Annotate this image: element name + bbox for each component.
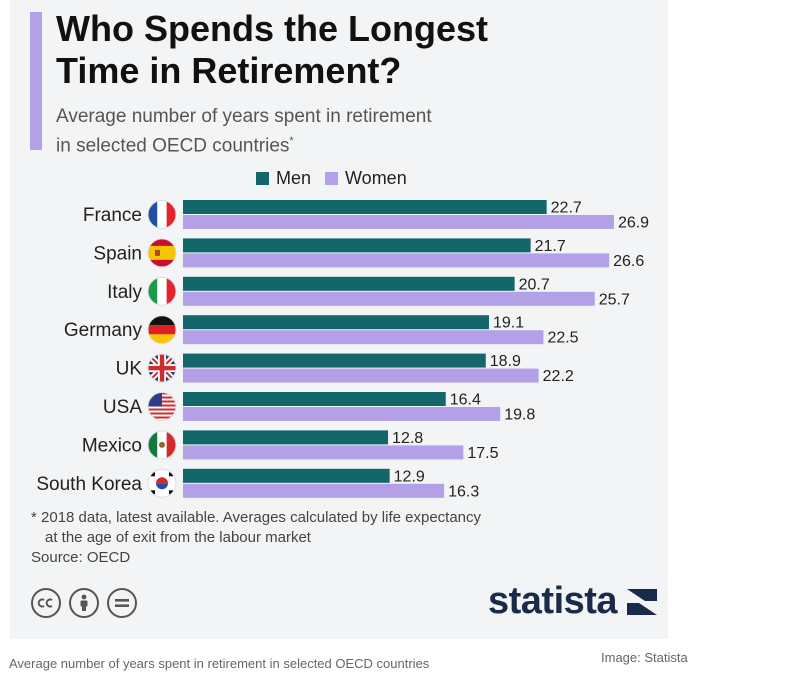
- value-label-men: 21.7: [535, 238, 566, 255]
- value-label-women: 19.8: [504, 407, 535, 424]
- flag-usa-icon: [147, 392, 177, 421]
- chart-subtitle: Average number of years spent in retirem…: [56, 104, 616, 158]
- value-label-women: 16.3: [448, 483, 479, 500]
- bar-women: [183, 330, 544, 345]
- cc-icon[interactable]: [31, 588, 61, 618]
- nd-icon[interactable]: [107, 588, 137, 618]
- footnote: * 2018 data, latest available. Averages …: [31, 508, 591, 568]
- flag-mexico-icon: [147, 430, 177, 460]
- statista-logo[interactable]: statista: [488, 580, 659, 623]
- legend-item-women: Women: [325, 168, 407, 189]
- subtitle-line-1: Average number of years spent in retirem…: [56, 106, 432, 127]
- subtitle-line-2: in selected OECD countries*: [56, 129, 616, 158]
- accent-bar: [30, 12, 42, 150]
- flag-spain-icon: [147, 238, 177, 268]
- title-line-1: Who Spends the Longest: [56, 8, 488, 49]
- footnote-line-1: * 2018 data, latest available. Averages …: [31, 509, 482, 526]
- statista-logo-icon: [627, 588, 658, 615]
- bar-women: [183, 407, 501, 421]
- value-label-women: 25.7: [599, 291, 630, 308]
- flag-france-icon: [147, 200, 177, 229]
- bar-men: [183, 430, 389, 445]
- country-label: Mexico: [82, 435, 142, 456]
- license-icons: [31, 588, 145, 618]
- value-label-men: 12.8: [392, 430, 423, 447]
- bar-men: [183, 276, 515, 291]
- country-label: Italy: [107, 282, 142, 303]
- flag-south-korea-icon: [147, 468, 177, 498]
- bar-women: [183, 253, 610, 268]
- legend-label-women: Women: [345, 168, 407, 188]
- country-label: USA: [103, 397, 142, 418]
- bar-women: [183, 215, 614, 229]
- value-label-women: 22.5: [547, 330, 578, 347]
- value-label-men: 20.7: [519, 276, 550, 293]
- value-label-women: 26.9: [618, 215, 649, 232]
- title-line-2: Time in Retirement?: [56, 50, 402, 91]
- legend-swatch-men: [256, 172, 269, 185]
- footnote-line-2: at the age of exit from the labour marke…: [45, 529, 311, 546]
- subtitle-line-2-text: in selected OECD countries: [56, 135, 290, 157]
- image-caption: Average number of years spent in retirem…: [9, 656, 430, 671]
- country-label: France: [83, 205, 142, 226]
- bar-men: [183, 238, 531, 253]
- bar-women: [183, 483, 445, 498]
- country-label: Germany: [64, 320, 143, 341]
- value-label-women: 22.2: [543, 368, 574, 385]
- value-label-men: 12.9: [394, 468, 425, 485]
- bar-men: [183, 353, 486, 368]
- bar-men: [183, 200, 547, 214]
- country-label: UK: [116, 359, 143, 380]
- country-label: South Korea: [36, 474, 142, 495]
- legend: Men Women: [256, 168, 421, 189]
- value-label-men: 19.1: [493, 315, 524, 332]
- value-label-men: 16.4: [450, 392, 481, 409]
- legend-label-men: Men: [276, 168, 312, 188]
- bar-men: [183, 392, 446, 406]
- image-credit: Image: Statista: [601, 650, 688, 665]
- flag-uk-icon: [147, 353, 177, 383]
- value-label-men: 22.7: [551, 200, 582, 217]
- by-icon[interactable]: [69, 588, 99, 618]
- flag-germany-icon: [147, 315, 177, 345]
- bar-women: [183, 445, 464, 460]
- subtitle-asterisk: *: [289, 135, 294, 147]
- value-label-men: 18.9: [490, 353, 521, 370]
- bar-women: [183, 368, 539, 383]
- bar-women: [183, 291, 595, 306]
- value-label-women: 26.6: [613, 253, 644, 270]
- brand-name: statista: [488, 580, 618, 622]
- legend-item-men: Men: [256, 168, 311, 189]
- value-label-women: 17.5: [467, 445, 498, 462]
- bar-men: [183, 315, 489, 330]
- chart-title: Who Spends the Longest Time in Retiremen…: [56, 8, 656, 92]
- bar-men: [183, 468, 390, 483]
- flag-italy-icon: [147, 276, 177, 306]
- source-note: Source: OECD: [31, 549, 131, 566]
- legend-swatch-women: [325, 172, 339, 185]
- country-label: Spain: [93, 243, 142, 264]
